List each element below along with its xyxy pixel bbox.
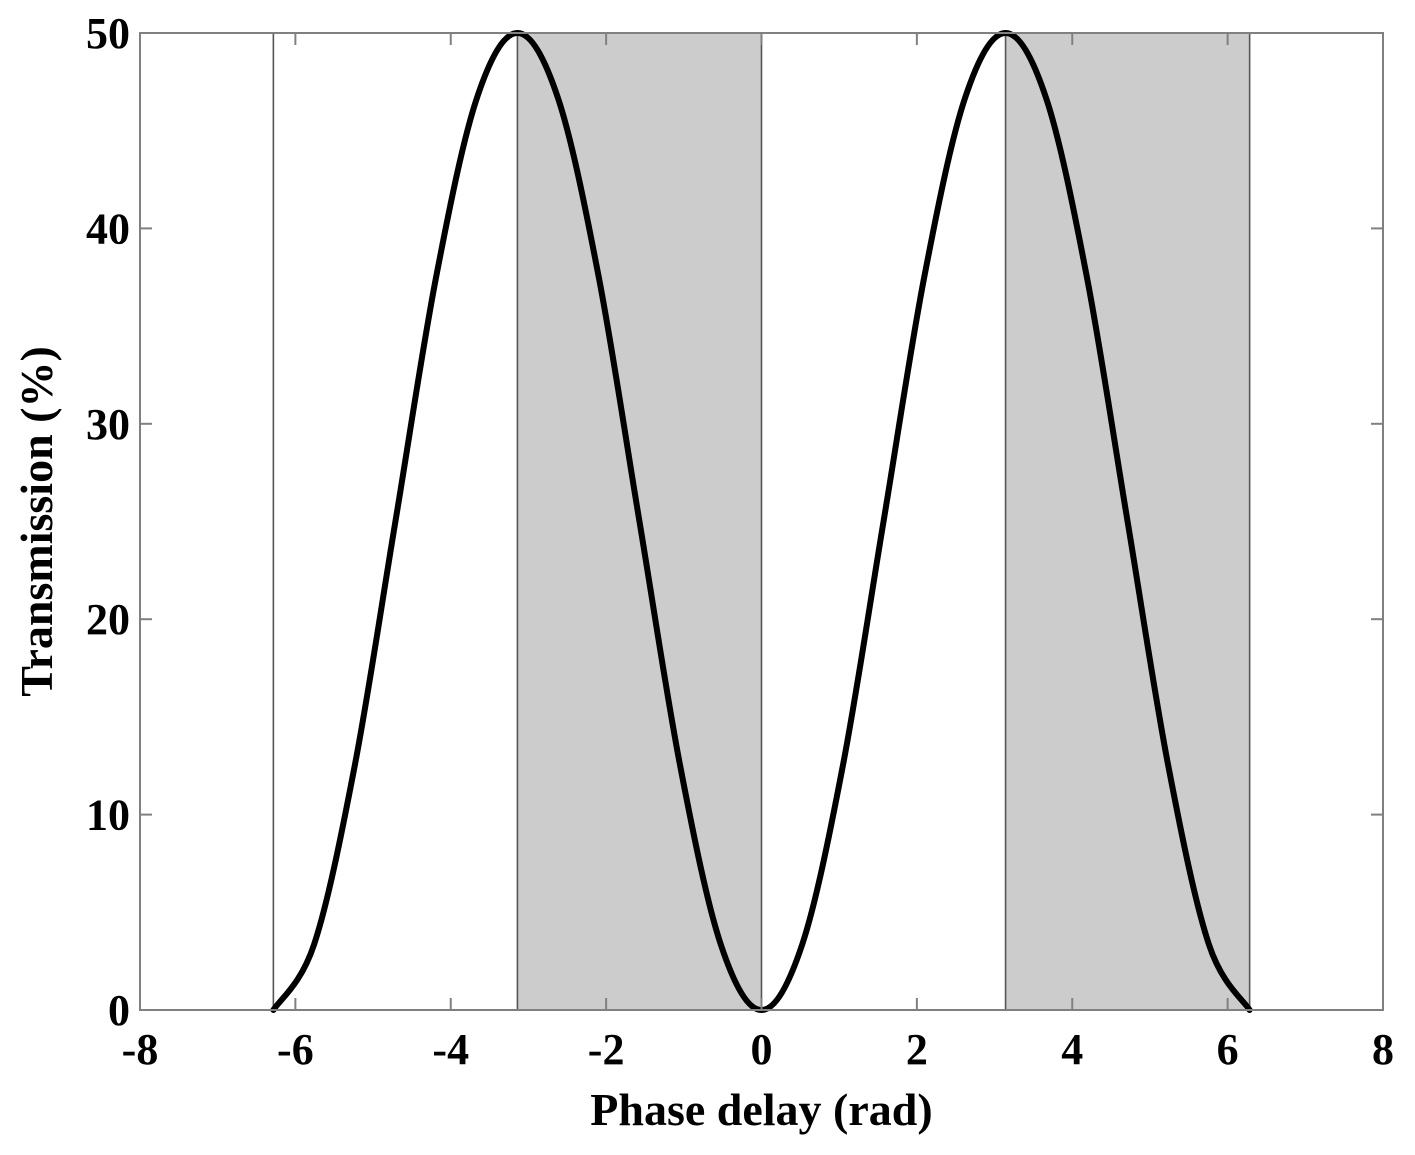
x-tick-label: -2 xyxy=(588,1025,625,1074)
y-tick-label: 0 xyxy=(108,986,130,1035)
x-tick-label: -6 xyxy=(277,1025,314,1074)
y-tick-label: 50 xyxy=(86,9,130,58)
y-axis-title: Transmission (%) xyxy=(11,346,62,697)
y-tick-label: 40 xyxy=(86,204,130,253)
x-axis-title: Phase delay (rad) xyxy=(590,1084,932,1135)
vertical-lines xyxy=(272,33,1251,1010)
x-tick-label: -4 xyxy=(432,1025,469,1074)
x-tick-label: 2 xyxy=(906,1025,928,1074)
x-tick-label: 0 xyxy=(751,1025,773,1074)
x-tick-label: -8 xyxy=(122,1025,159,1074)
ticks xyxy=(139,32,1384,1011)
x-tick-label: 4 xyxy=(1061,1025,1083,1074)
x-tick-labels: -8 -6 -4 -2 0 2 4 6 8 xyxy=(122,1025,1394,1074)
y-tick-label: 20 xyxy=(86,595,130,644)
x-tick-label: 6 xyxy=(1217,1025,1239,1074)
y-tick-labels: 0 10 20 30 40 50 xyxy=(86,9,130,1035)
x-tick-label: 8 xyxy=(1372,1025,1394,1074)
y-tick-label: 10 xyxy=(86,791,130,840)
y-tick-label: 30 xyxy=(86,400,130,449)
